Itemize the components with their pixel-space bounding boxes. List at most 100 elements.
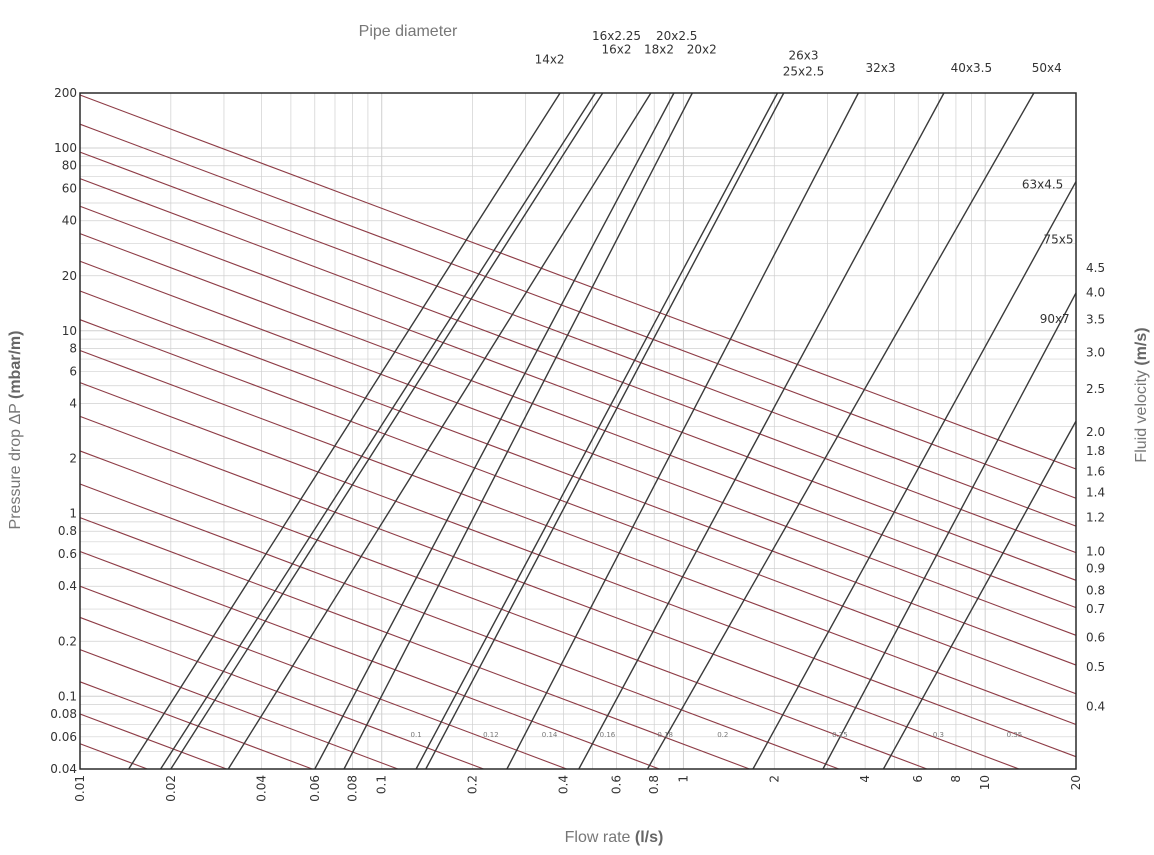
x-tick-label: 20 xyxy=(1069,775,1083,790)
pipe-line xyxy=(170,92,604,770)
y-tick-label: 0.8 xyxy=(58,524,77,538)
velocity-line xyxy=(79,713,227,770)
y-tick-label: 8 xyxy=(69,341,77,355)
pipe-label: 26x3 xyxy=(789,49,819,63)
pipe-line xyxy=(415,92,779,770)
velocity-line xyxy=(79,743,148,770)
small-label: 0.12 xyxy=(483,731,499,739)
y-tick-label: 1 xyxy=(69,507,77,521)
small-label: 0.35 xyxy=(1007,731,1023,739)
pipe-line xyxy=(343,92,693,770)
y-tick-label: 2 xyxy=(69,452,77,466)
y-tick-label: 10 xyxy=(62,324,77,338)
small-label: 0.1 xyxy=(411,731,422,739)
x-tick-label: 0.08 xyxy=(345,775,359,802)
x-tick-label: 6 xyxy=(911,775,925,783)
velocity-line xyxy=(79,681,313,770)
y-tick-label: 80 xyxy=(62,159,77,173)
pipe-line xyxy=(882,420,1077,770)
pipe-label: 75x5 xyxy=(1043,233,1073,247)
small-label: 0.3 xyxy=(933,731,944,739)
velocity-line xyxy=(79,649,399,770)
y-tick-label: 0.2 xyxy=(58,634,77,648)
x-tick-label: 0.02 xyxy=(164,775,178,802)
velocity-line xyxy=(79,205,1077,581)
velocity-tick-label: 3.0 xyxy=(1086,346,1105,360)
pipe-line xyxy=(822,292,1077,770)
velocity-tick-label: 1.8 xyxy=(1086,444,1105,458)
velocity-tick-label: 1.2 xyxy=(1086,511,1105,525)
velocity-tick-label: 0.6 xyxy=(1086,630,1105,644)
velocity-line xyxy=(79,123,1077,499)
pipe-label: 14x2 xyxy=(535,53,565,67)
velocity-tick-label: 0.9 xyxy=(1086,562,1105,576)
y-tick-label: 0.6 xyxy=(58,547,77,561)
pipe-label: 18x2 xyxy=(644,42,674,56)
pipe-label: 50x4 xyxy=(1032,61,1062,75)
velocity-tick-label: 1.0 xyxy=(1086,544,1105,558)
velocity-tick-label: 1.6 xyxy=(1086,464,1105,478)
y-tick-label: 0.4 xyxy=(58,579,77,593)
velocity-line xyxy=(79,585,567,770)
x-tick-label: 0.8 xyxy=(647,775,661,794)
velocity-line xyxy=(79,450,928,770)
velocity-tick-label: 0.4 xyxy=(1086,699,1105,713)
velocity-line xyxy=(79,319,1077,695)
y-tick-label: 200 xyxy=(54,86,77,100)
y-axis-title: Pressure drop ΔP (mbar/m) xyxy=(7,331,24,530)
velocity-tick-label: 2.0 xyxy=(1086,425,1105,439)
y-tick-label: 0.08 xyxy=(50,707,77,721)
velocity-line xyxy=(79,151,1077,527)
velocity-tick-label: 4.5 xyxy=(1086,261,1105,275)
velocity-line xyxy=(79,382,1077,758)
velocity-line xyxy=(79,415,1020,770)
small-label: 0.16 xyxy=(600,731,616,739)
velocity-line xyxy=(79,616,484,770)
pipe-label: 63x4.5 xyxy=(1022,178,1063,192)
velocity-tick-label: 4.0 xyxy=(1086,285,1105,299)
x-tick-label: 1 xyxy=(676,775,690,783)
x-tick-label: 4 xyxy=(858,775,872,783)
x-axis-label: Flow rate xyxy=(565,829,631,846)
small-label: 0.25 xyxy=(832,731,848,739)
velocity-line xyxy=(79,290,1077,666)
y-axis-unit: (mbar/m) xyxy=(7,331,24,399)
plot-frame xyxy=(79,92,1077,770)
y-tick-label: 20 xyxy=(62,269,77,283)
pipe-line xyxy=(752,181,1077,770)
y-tick-label: 4 xyxy=(69,396,77,410)
velocity-tick-label: 2.5 xyxy=(1086,382,1105,396)
pipe-line xyxy=(646,92,1035,770)
pipe-label: 32x3 xyxy=(866,61,896,75)
pipe-line xyxy=(425,92,785,770)
velocity-line xyxy=(79,178,1077,554)
y-tick-labels: 0.04 0.06 0.08 0.1 0.2 0.4 0.6 0.8 1 2 4 6 8 10 20 40 60… xyxy=(50,86,77,776)
pipe-line xyxy=(506,92,860,770)
velocity-tick-label: 3.5 xyxy=(1086,313,1105,327)
y2-axis-unit: (m/s) xyxy=(1133,327,1150,365)
chart-title: Pipe diameter xyxy=(359,23,458,40)
x-axis-unit: (l/s) xyxy=(635,829,663,846)
pipe-label: 16x2 xyxy=(602,42,632,56)
small-label: 0.18 xyxy=(657,731,673,739)
pipe-label: 25x2.5 xyxy=(783,64,824,78)
x-tick-labels: 0.01 0.02 0.04 0.06 0.08 0.1 0.2 0.4 0.6 0.8 1 2 4 6 8… xyxy=(73,775,1083,802)
x-tick-label: 0.01 xyxy=(73,775,87,802)
x-tick-label: 10 xyxy=(978,775,992,790)
pipe-label: 90x7 xyxy=(1040,312,1070,326)
x-tick-label: 0.06 xyxy=(308,775,322,802)
y-axis-label: Pressure drop ΔP xyxy=(7,403,24,529)
pipe-label: 40x3.5 xyxy=(951,61,992,75)
velocity-lines xyxy=(79,94,1077,770)
velocity-line xyxy=(79,483,840,770)
x-tick-label: 8 xyxy=(949,775,963,783)
y-tick-label: 40 xyxy=(62,214,77,228)
x-tick-label: 0.1 xyxy=(375,775,389,794)
pipe-line xyxy=(227,92,652,770)
velocity-tick-label: 0.5 xyxy=(1086,660,1105,674)
pipe-line xyxy=(314,92,675,770)
pipe-line xyxy=(128,92,561,770)
y-tick-label: 100 xyxy=(54,141,77,155)
